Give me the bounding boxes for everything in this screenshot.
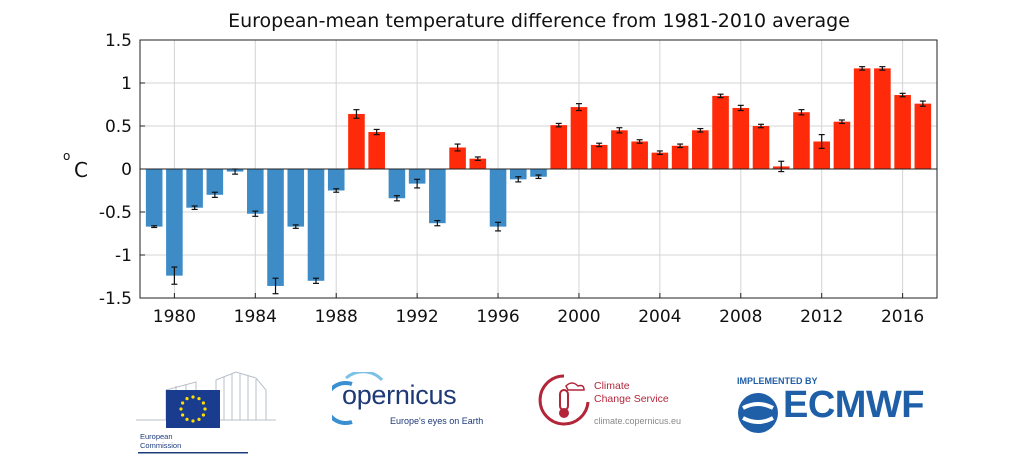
bar: [388, 169, 406, 199]
bar: [793, 112, 810, 169]
temperature-bar-chart: European-mean temperature difference fro…: [63, 10, 938, 327]
eu-star-icon: [203, 407, 207, 411]
bar: [368, 132, 385, 169]
copernicus-tagline: Europe's eyes on Earth: [390, 416, 484, 426]
eu-star-icon: [191, 395, 195, 399]
x-tick-label: 2004: [638, 307, 681, 327]
ecmwf-logo: IMPLEMENTED BY ECMWF: [735, 376, 965, 436]
eu-star-icon: [185, 417, 189, 421]
c3s-name-line2: Change Service: [594, 393, 669, 405]
implemented-by-label: IMPLEMENTED BY: [737, 376, 818, 386]
bar: [509, 169, 527, 180]
copernicus-arc-icon: [332, 372, 384, 425]
bar: [206, 169, 224, 195]
x-tick-label: 2000: [557, 307, 600, 327]
eu-star-icon: [201, 401, 205, 405]
x-tick-label: 2012: [800, 307, 843, 327]
bar: [692, 130, 709, 169]
y-tick-label: -1.5: [99, 289, 132, 309]
x-tick-label: 1996: [476, 307, 519, 327]
eu-star-icon: [191, 419, 195, 423]
eu-star-icon: [181, 401, 185, 405]
bar: [833, 121, 851, 169]
eu-star-icon: [197, 417, 201, 421]
x-tick-label: 1980: [153, 307, 196, 327]
y-tick-label: 0.5: [105, 117, 132, 137]
bar: [186, 169, 203, 208]
bar: [530, 169, 547, 177]
y-tick-label: 0: [121, 160, 132, 180]
bar: [267, 169, 284, 286]
x-tick-label: 1988: [315, 307, 358, 327]
x-tick-label: 1992: [395, 307, 438, 327]
bar: [469, 158, 487, 169]
bar: [449, 147, 466, 169]
copernicus-logo: opernicus Europe's eyes on Earth: [332, 372, 484, 432]
logo-strip: European Commission opernicus Europe's e…: [0, 350, 1024, 464]
ecmwf-wordmark: ECMWF: [783, 384, 925, 426]
bar: [914, 103, 932, 169]
bar: [348, 113, 365, 169]
bar: [631, 141, 648, 169]
bar: [550, 125, 568, 169]
x-axis-ticks: 1980 1984 1988 1992 1996 2000 2004 2008 2012 2016: [153, 293, 924, 327]
bar: [894, 95, 911, 169]
ecmwf-emblem-icon: [738, 393, 778, 433]
x-tick-label: 2016: [881, 307, 924, 327]
thermometer-cloud-icon: [538, 374, 590, 426]
error-bars: [151, 66, 926, 295]
bar: [287, 169, 305, 227]
y-tick-label: -1: [115, 246, 132, 266]
y-axis-label: C: [74, 158, 88, 182]
bar: [671, 145, 689, 169]
bar: [166, 169, 183, 276]
y-tick-label: 1: [121, 74, 132, 94]
y-axis-ticks: -1.5 -1 -0.5 0 0.5 1 1.5: [99, 31, 145, 309]
bar: [327, 169, 345, 191]
bar: [611, 130, 628, 169]
copernicus-wordmark: opernicus: [342, 380, 457, 410]
x-tick-label: 1984: [234, 307, 277, 327]
y-tick-label: -0.5: [99, 203, 132, 223]
bar: [651, 152, 669, 169]
ec-text-line2: Commission: [140, 441, 182, 450]
bar: [712, 95, 729, 169]
bar: [247, 169, 264, 214]
chart-title: European-mean temperature difference fro…: [228, 10, 850, 32]
bar: [813, 141, 830, 169]
y-axis-label-superscript: o: [63, 149, 70, 163]
bars: [145, 68, 932, 286]
bar: [145, 169, 163, 227]
bar: [590, 144, 608, 169]
y-tick-label: 1.5: [105, 31, 132, 51]
european-commission-building-icon: [136, 371, 276, 454]
european-commission-logo: European Commission: [136, 360, 276, 460]
eu-star-icon: [179, 407, 183, 411]
bar: [853, 68, 871, 169]
eu-star-icon: [197, 397, 201, 401]
bar: [489, 169, 507, 227]
eu-star-icon: [181, 413, 185, 417]
c3s-logo: Climate Change Service climate.copernicu…: [536, 370, 696, 440]
bar: [307, 169, 325, 281]
c3s-url: climate.copernicus.eu: [594, 416, 682, 426]
bar: [752, 126, 770, 169]
bar: [874, 68, 891, 169]
x-tick-label: 2008: [719, 307, 762, 327]
ec-text-line1: European: [140, 432, 173, 441]
bar: [570, 107, 588, 169]
eu-star-icon: [185, 397, 189, 401]
bar: [429, 169, 446, 224]
c3s-name-line1: Climate: [594, 380, 630, 392]
eu-star-icon: [201, 413, 205, 417]
bar: [408, 169, 426, 184]
bar: [732, 107, 750, 169]
